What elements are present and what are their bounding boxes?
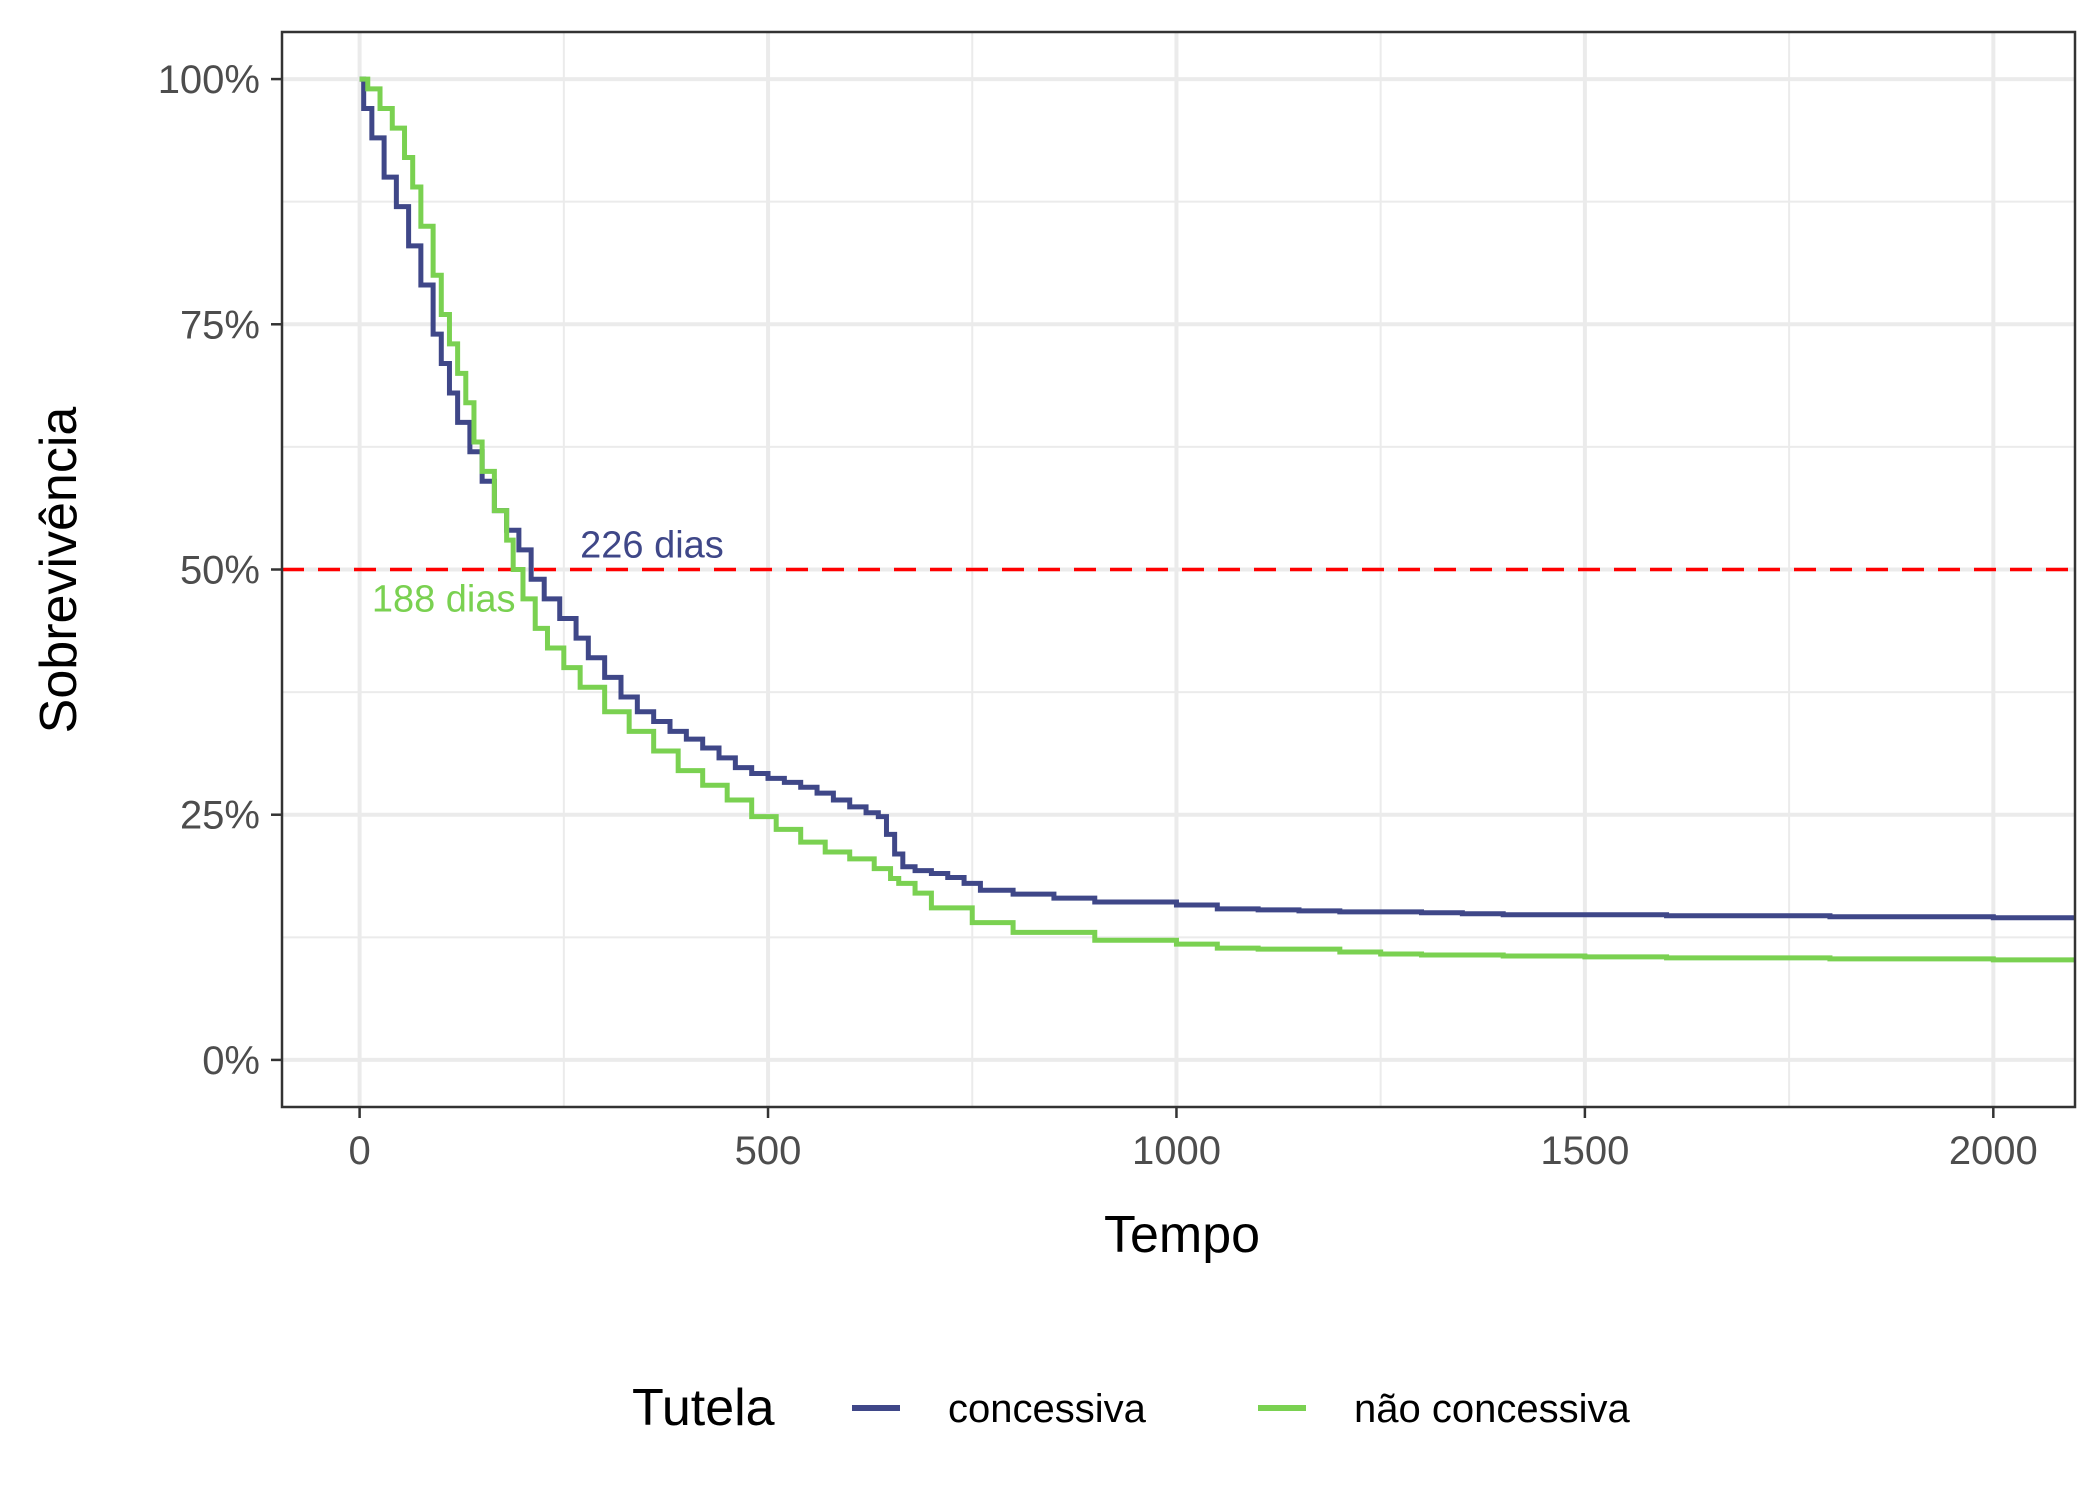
legend-label-nao-concessiva: não concessiva	[1354, 1387, 1630, 1431]
x-tick-label: 1000	[1132, 1129, 1221, 1173]
legend-label-concessiva: concessiva	[948, 1387, 1147, 1431]
x-tick-label: 2000	[1949, 1129, 2038, 1173]
y-axis-title: Sobrevivência	[30, 407, 88, 734]
legend-title: Tutela	[632, 1379, 775, 1437]
y-tick-label: 100%	[158, 58, 260, 102]
y-tick-label: 25%	[180, 794, 260, 838]
axes: 0 500 1000 1500 2000 0% 25% 50% 75% 100%	[158, 58, 2038, 1173]
series-line-concessiva	[359, 76, 2075, 921]
median-annotation-concessiva: 226 dias	[580, 525, 724, 567]
x-tick-label: 1500	[1540, 1129, 1629, 1173]
y-tick-label: 50%	[180, 549, 260, 593]
annotation-layer: 226 dias 188 dias	[372, 525, 724, 621]
x-tick-label: 0	[348, 1129, 370, 1173]
legend: Tutela concessiva não concessiva	[632, 1379, 1630, 1437]
y-tick-label: 75%	[180, 303, 260, 347]
x-tick-label: 500	[735, 1129, 802, 1173]
x-axis-title: Tempo	[1104, 1206, 1260, 1264]
y-tick-label: 0%	[202, 1039, 260, 1083]
series-line-nao-concessiva	[359, 76, 2075, 963]
series-layer	[359, 76, 2075, 963]
median-annotation-nao-concessiva: 188 dias	[372, 579, 516, 621]
